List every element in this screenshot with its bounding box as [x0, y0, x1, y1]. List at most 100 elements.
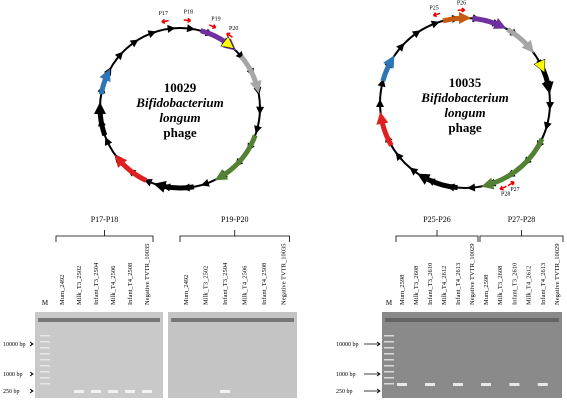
gel-band [125, 390, 135, 393]
orf-arrow [147, 30, 157, 38]
ladder-band [40, 353, 50, 355]
orf-arrow [396, 43, 405, 52]
primer-label: P25 [429, 5, 438, 11]
ladder-band [40, 347, 50, 349]
primer-arrow [183, 17, 192, 23]
gene-head [492, 17, 507, 29]
gene-arc [426, 177, 458, 191]
ladder-band [40, 335, 50, 337]
orf-arrow [543, 121, 552, 131]
lane-label: Infant_T4_2613 [540, 263, 547, 305]
primer-arrow [457, 7, 466, 13]
primer-pair: P19-P20 [221, 215, 249, 224]
primer-pair: P17-P18 [91, 215, 119, 224]
gene-arc [380, 122, 394, 147]
gel-band [509, 383, 520, 386]
gene-arc [472, 15, 497, 27]
lane-label: Infant_T4_2613 [455, 263, 462, 305]
lane-label: Mum_2492 [59, 275, 66, 305]
lane-label: Infant_T4_2508 [127, 263, 134, 305]
primer-arrow [499, 185, 507, 191]
orf-arrow [254, 125, 262, 134]
lane-label: Milk_T4_2612 [526, 266, 533, 305]
marker-arrow [29, 371, 34, 377]
ladder-band [384, 371, 394, 373]
lane-label: Milk_T3_2608 [413, 266, 420, 305]
ladder-band [384, 347, 394, 349]
gene-head [99, 68, 111, 83]
gel-image [382, 312, 562, 398]
gel-band [74, 390, 84, 393]
phage-id: 10029 [164, 80, 197, 95]
species: Bifidobacterium [420, 90, 508, 105]
gel-band [108, 390, 118, 393]
ladder-band [384, 377, 394, 379]
lane-label: Infant_T4_2508 [261, 263, 268, 305]
primer-arrow [208, 24, 217, 29]
orf-arrow [466, 183, 476, 192]
gel-band [397, 383, 407, 386]
gel-band [142, 390, 152, 393]
lane-label: Mum_2492 [183, 275, 190, 305]
gene-arc [491, 137, 545, 186]
lane-label: Milk_T3_2502 [76, 266, 83, 305]
primer-label: P18 [184, 10, 193, 16]
bracket [395, 230, 479, 242]
gel-band [91, 390, 101, 393]
gene-head [459, 12, 471, 24]
gel-band [425, 383, 435, 386]
gene-arc [199, 28, 229, 46]
well-row [385, 318, 559, 322]
orf-arrow [200, 179, 210, 187]
gene-head [533, 58, 546, 74]
gel-image [35, 312, 163, 398]
primer-label: P27 [510, 187, 519, 193]
primer-pair: P25-P26 [423, 215, 451, 224]
orf-arrow [376, 99, 384, 107]
marker-label: 250 bp [336, 389, 353, 395]
ladder-band [40, 365, 50, 367]
marker-arrow [364, 341, 381, 347]
primer-label: P26 [457, 0, 466, 6]
primer-arrow [432, 12, 441, 18]
lane-label: Negative TVTR_10035 [144, 244, 151, 305]
bracket [179, 230, 290, 242]
primer-pair: P27-P28 [508, 215, 536, 224]
bracket [479, 230, 564, 242]
marker-arrow [29, 388, 34, 394]
gene-head [220, 36, 235, 49]
phage-kind: phage [448, 120, 481, 135]
lane-label: Mum_2598 [399, 275, 406, 305]
orf-arrow [411, 30, 421, 39]
well-row [38, 318, 160, 322]
orf-arrow [409, 167, 419, 176]
ladder-band [384, 383, 394, 385]
lane-label: Infant_T3_2504 [93, 262, 100, 305]
gene-arc [442, 15, 460, 24]
lane-label: Negative TVTR_10035 [281, 244, 288, 305]
gel-band [220, 390, 230, 393]
lane-label: Milk_T4_2612 [441, 266, 448, 305]
ladder-band [384, 365, 394, 367]
ladder-band [384, 335, 394, 337]
marker-arrow [364, 388, 381, 394]
marker-label: 1000 bp [3, 372, 23, 378]
gene-head [153, 181, 167, 193]
lane-label: Infant_T3_2610 [427, 263, 434, 305]
phage-id: 10035 [449, 75, 482, 90]
gene-arc [97, 113, 108, 137]
orf-arrow [129, 39, 139, 48]
ladder-band [384, 341, 394, 343]
gene-head [521, 39, 534, 53]
gene-arc [380, 64, 391, 82]
lane-label: Milk_T4_2506 [110, 265, 117, 305]
marker-arrow [364, 371, 381, 377]
lane-label: Infant_T3_2610 [511, 263, 518, 305]
gene-head [114, 154, 128, 168]
bracket [55, 230, 154, 242]
gene-arc [164, 184, 195, 191]
orf-arrow [430, 20, 440, 29]
marker-arrow [29, 341, 34, 347]
gel-image [168, 312, 297, 398]
